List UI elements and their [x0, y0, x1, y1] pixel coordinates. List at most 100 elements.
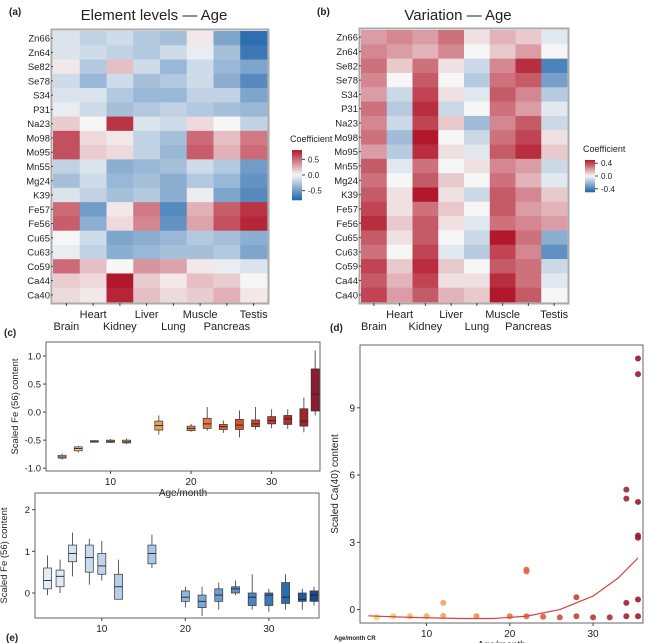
box [202, 417, 212, 429]
heatmap-cell [489, 244, 516, 260]
legend-swatch [585, 161, 595, 163]
heatmap-cell [541, 58, 568, 74]
heatmap-cell [438, 287, 465, 303]
legend-swatch [292, 198, 302, 201]
x-axis-label: Age/month [159, 488, 207, 499]
heatmap-cell [133, 102, 161, 117]
y-tick-label: 2 [25, 505, 30, 516]
heatmap-cell [515, 187, 542, 203]
heatmap-cell [361, 44, 388, 60]
box [283, 415, 293, 425]
row-label: S34 [341, 90, 358, 101]
legend-tick-label: 0.5 [308, 155, 320, 164]
heatmap-cell [412, 201, 439, 217]
heatmap-cell [133, 216, 161, 232]
legend-swatch [585, 190, 595, 193]
heatmap-cell [213, 259, 241, 274]
data-point [573, 613, 580, 620]
box [97, 553, 107, 575]
row-label: Se78 [336, 76, 358, 87]
heatmap-cell [160, 88, 188, 103]
box [235, 419, 244, 430]
heatmap-cell [79, 116, 107, 132]
heatmap-cell [240, 230, 268, 246]
row-label: Ca44 [27, 276, 50, 287]
heatmap-cell [186, 287, 214, 303]
heatmap-cell [53, 45, 81, 60]
box [247, 592, 257, 606]
legend-swatch [292, 190, 302, 192]
row-label: Mo98 [26, 133, 50, 144]
heatmap-cell [106, 31, 134, 46]
row-label: Cu65 [27, 233, 50, 244]
data-point [506, 613, 513, 620]
heatmap-cell [386, 273, 413, 289]
row-label: Fe57 [336, 204, 358, 215]
heatmap-cell [541, 30, 568, 45]
heatmap-cell [240, 45, 268, 60]
legend-swatch [585, 180, 595, 182]
heatmap-cell [361, 287, 388, 303]
row-label: K39 [341, 190, 358, 201]
heatmap-cell [438, 72, 465, 88]
heatmap-cell [464, 158, 491, 174]
row-label: Mo95 [26, 148, 50, 159]
y-tick-label: 1 [25, 547, 30, 558]
heatmap-cell [541, 87, 568, 102]
row-label: Mg24 [334, 176, 358, 187]
legend-swatch [585, 187, 595, 190]
y-tick-label: 3 [349, 538, 355, 549]
heatmap-cell [160, 273, 188, 289]
heatmap-cell [133, 31, 161, 46]
heatmap-cell [79, 31, 107, 46]
legend-swatch [585, 177, 595, 179]
heatmap-cell [213, 287, 241, 303]
heatmap-cell [541, 187, 568, 203]
heatmap-cell [412, 244, 439, 260]
heatmap-cell [489, 144, 516, 160]
heatmap-cell [541, 216, 568, 231]
heatmap-cell [160, 73, 188, 89]
heatmap-cell [412, 44, 439, 60]
data-point [623, 613, 630, 620]
legend-swatch [585, 186, 595, 189]
row-label: S34 [33, 91, 50, 102]
heatmap-cell [240, 187, 268, 203]
heatmap-cell [386, 87, 413, 102]
heatmap-cell [213, 244, 241, 260]
box [264, 592, 274, 606]
legend-swatch [585, 170, 595, 173]
heatmap-cell [412, 287, 439, 303]
heatmap-cell [79, 216, 107, 232]
heatmap-cell [53, 259, 81, 274]
box [84, 544, 94, 573]
legend-swatch [292, 178, 302, 181]
heatmap-cell [213, 230, 241, 246]
heatmap-cell [464, 101, 491, 117]
heatmap-cell [213, 73, 241, 89]
heatmap-cell [464, 115, 491, 131]
x-tick-label: 20 [185, 477, 197, 488]
heatmap-cell [515, 72, 542, 88]
heatmap-cell [464, 216, 491, 231]
box [310, 368, 320, 412]
x-tick-label: 20 [504, 629, 516, 640]
row-label: Na23 [335, 119, 358, 130]
heatmap-cell [515, 144, 542, 160]
legend-swatch [585, 188, 595, 191]
row-label: Zn64 [336, 47, 358, 58]
heatmap-cell [53, 287, 81, 303]
heatmap-cell [412, 216, 439, 231]
heatmap-cell [160, 59, 188, 75]
heatmap-cell [515, 44, 542, 60]
box [281, 582, 290, 604]
box [299, 408, 309, 427]
heatmap-cell [160, 45, 188, 60]
heatmap-cell [412, 173, 439, 188]
row-label: Co59 [27, 262, 50, 273]
heatmap-cell [186, 230, 214, 246]
heatmap-cell [133, 130, 161, 146]
legend-swatch [585, 164, 595, 166]
column-label: Liver [135, 309, 159, 321]
row-label: Cu63 [335, 247, 358, 258]
